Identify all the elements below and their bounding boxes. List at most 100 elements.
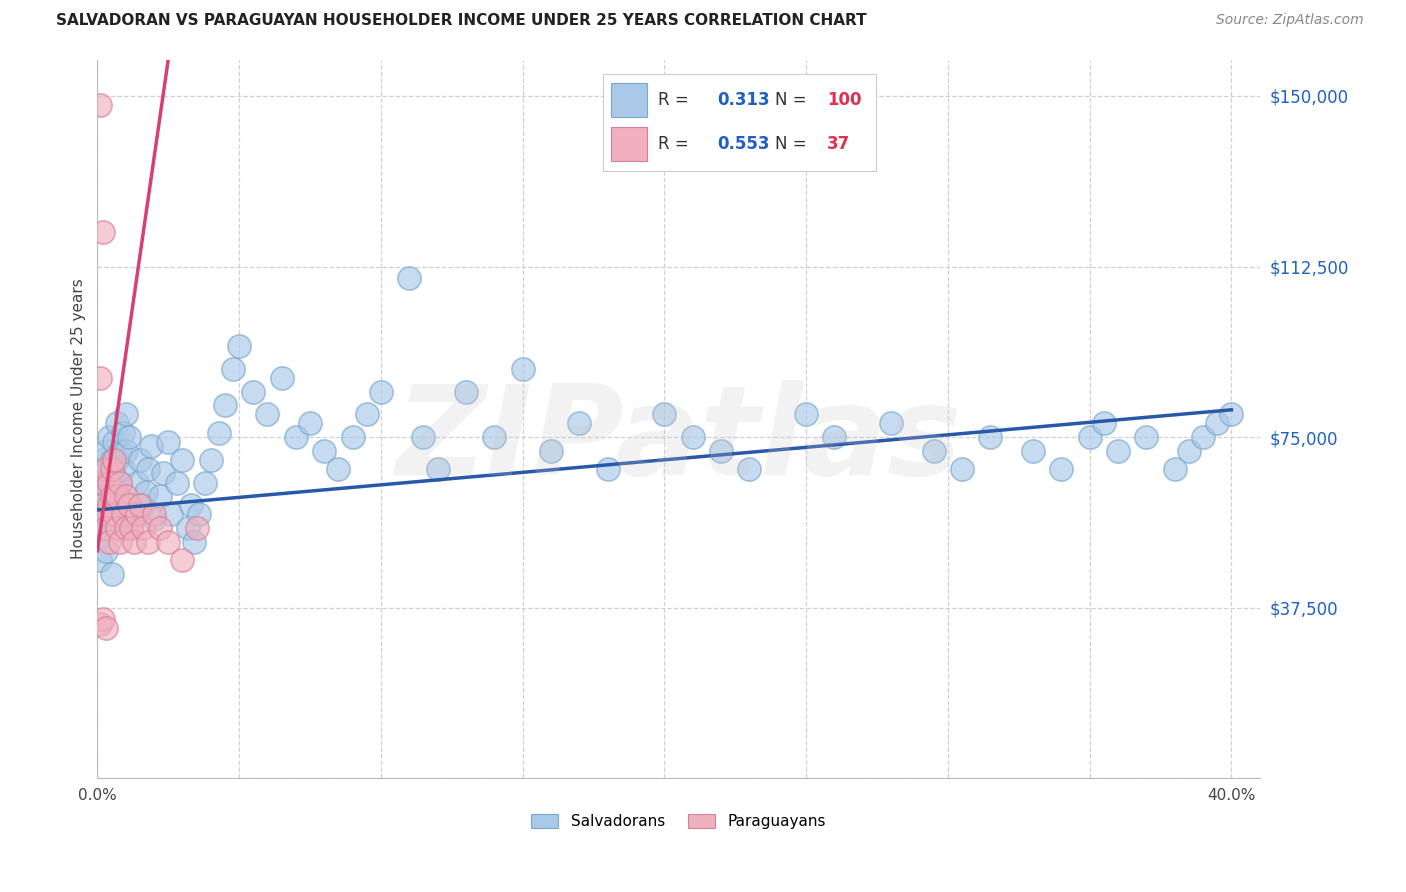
Point [103,467,125,481]
Point [596,462,619,476]
Point [682,430,704,444]
Point [454,384,477,399]
Point [152,467,174,481]
Point [114,521,136,535]
Point [105,521,128,535]
Point [100,462,122,476]
Point [103,508,125,522]
Point [1163,462,1185,476]
Point [328,462,350,476]
Point [143,512,166,526]
Point [103,434,125,449]
Point [117,430,139,444]
Point [356,408,378,422]
Point [89,475,111,490]
Point [94,462,117,476]
Point [114,443,136,458]
Point [91,453,114,467]
Point [880,417,903,431]
Point [94,544,117,558]
Point [94,443,117,458]
Point [208,425,231,440]
Point [194,475,217,490]
Point [157,534,180,549]
Point [105,484,128,499]
Point [1220,408,1243,422]
Point [186,521,208,535]
Point [824,430,846,444]
Point [97,499,120,513]
Point [214,398,236,412]
Text: ZIPatlas: ZIPatlas [395,380,962,501]
Legend: Salvadorans, Paraguayans: Salvadorans, Paraguayans [524,808,832,835]
Point [222,362,245,376]
Point [100,484,122,499]
Point [89,512,111,526]
Point [132,499,155,513]
Point [172,553,194,567]
Point [108,443,131,458]
Point [89,499,111,513]
Point [97,430,120,444]
Point [89,530,111,544]
Y-axis label: Householder Income Under 25 years: Householder Income Under 25 years [72,278,86,559]
Point [738,462,761,476]
Point [412,430,434,444]
Point [157,434,180,449]
Point [89,553,111,567]
Point [91,612,114,626]
Point [314,443,336,458]
Point [568,417,591,431]
Point [794,408,817,422]
Point [100,512,122,526]
Point [108,475,131,490]
Point [100,462,122,476]
Point [950,462,973,476]
Point [1092,417,1115,431]
Point [1135,430,1157,444]
Point [183,534,205,549]
Point [540,443,562,458]
Point [342,430,364,444]
Point [100,453,122,467]
Point [242,384,264,399]
Point [97,508,120,522]
Point [180,499,202,513]
Point [97,475,120,490]
Point [94,521,117,535]
Point [1178,443,1201,458]
Point [105,453,128,467]
Point [141,439,163,453]
Point [143,508,166,522]
Point [1050,462,1073,476]
Point [114,408,136,422]
Point [97,475,120,490]
Point [128,499,150,513]
Point [103,499,125,513]
Point [1078,430,1101,444]
Point [177,521,200,535]
Point [122,534,145,549]
Point [710,443,733,458]
Point [100,566,122,581]
Point [120,521,142,535]
Point [138,534,160,549]
Point [149,489,172,503]
Point [188,508,211,522]
Point [172,453,194,467]
Point [370,384,392,399]
Text: SALVADORAN VS PARAGUAYAN HOUSEHOLDER INCOME UNDER 25 YEARS CORRELATION CHART: SALVADORAN VS PARAGUAYAN HOUSEHOLDER INC… [56,13,868,29]
Point [1206,417,1229,431]
Point [298,417,321,431]
Point [256,408,278,422]
Point [132,521,155,535]
Point [105,489,128,503]
Point [111,462,134,476]
Point [111,508,134,522]
Point [94,467,117,481]
Point [484,430,506,444]
Text: Source: ZipAtlas.com: Source: ZipAtlas.com [1216,13,1364,28]
Point [91,508,114,522]
Point [128,453,150,467]
Point [103,453,125,467]
